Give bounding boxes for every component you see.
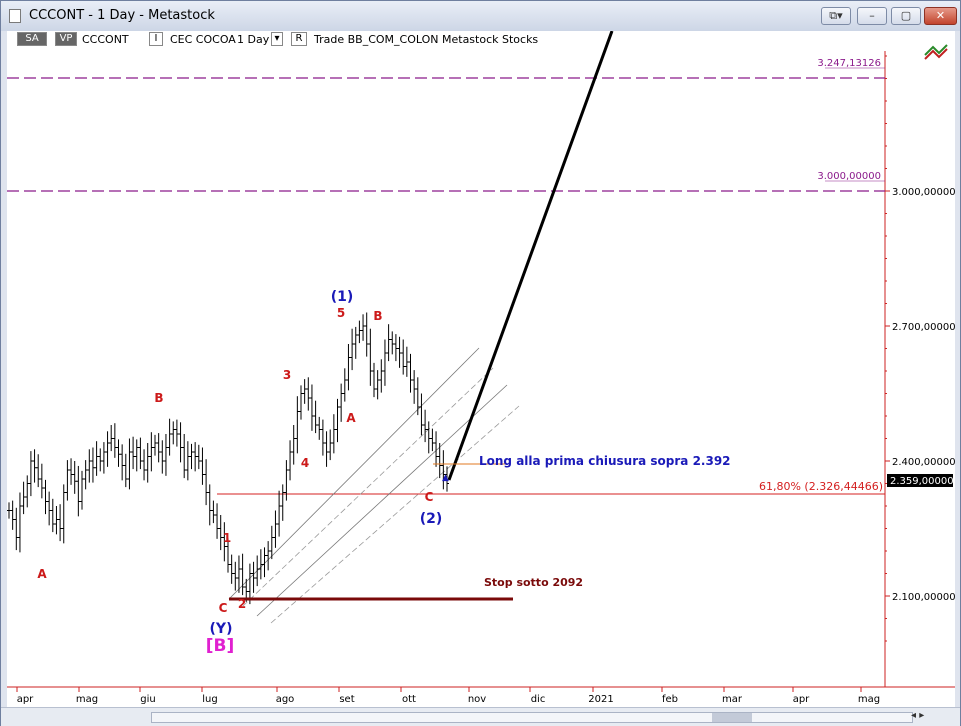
- wave-count-label: C: [425, 490, 434, 504]
- chart-toolbar: SA VP CCCONT I CEC COCOA 1 Day ▾ R Trade…: [7, 31, 955, 51]
- indicator-icon: [924, 44, 948, 56]
- wave-count-label: A: [346, 411, 356, 425]
- wave-count-label: 5: [337, 306, 345, 320]
- y-axis-label: 2.100,00000: [892, 592, 955, 603]
- window-title: CCCONT - 1 Day - Metastock: [29, 8, 215, 23]
- channel-line: [270, 405, 520, 624]
- stop-annotation: Stop sotto 2092: [484, 576, 583, 589]
- security-name: CEC COCOA: [170, 33, 236, 46]
- price-box: [887, 474, 953, 487]
- x-axis-label: mag: [76, 694, 98, 705]
- x-axis-label: mar: [722, 694, 743, 705]
- sa-button[interactable]: SA: [17, 32, 47, 46]
- title-bar[interactable]: CCCONT - 1 Day - Metastock ⧉▾ – ▢ ✕: [1, 1, 960, 31]
- wave-count-label: 2: [238, 597, 246, 611]
- wave-count-label: 1: [223, 531, 231, 545]
- price-box-label: 2.359,00000: [890, 476, 954, 487]
- period-label[interactable]: 1 Day: [237, 33, 270, 46]
- wave-2-label: (2): [420, 511, 443, 527]
- horizontal-scrollbar[interactable]: [151, 712, 913, 723]
- fib-level-label: 3.000,00000: [817, 171, 881, 182]
- wave-y-label: (Y): [210, 621, 233, 637]
- chart-area[interactable]: 3.000,00000 2.700,00000 2.400,00000 2.100,0…: [7, 31, 955, 707]
- wave-count-label: A: [37, 567, 47, 581]
- wave-count-label: B: [373, 309, 382, 323]
- y-axis-label: 2.700,00000: [892, 322, 955, 333]
- wave-count-label: B: [154, 391, 163, 405]
- wave-1-label: (1): [331, 289, 354, 305]
- i-dropdown[interactable]: I: [149, 32, 163, 46]
- x-axis-label: mag: [858, 694, 880, 705]
- wave-b-box-label: [B]: [206, 636, 235, 656]
- close-button[interactable]: ✕: [924, 7, 957, 25]
- x-axis-label: feb: [662, 694, 678, 705]
- fib-618-label: 61,80% (2.326,44466): [759, 480, 883, 493]
- status-bar: ◂ ▸: [1, 707, 960, 726]
- buy-arrow-icon: ▲: [442, 473, 449, 483]
- minimize-button[interactable]: –: [857, 7, 887, 25]
- indicator-icon: [924, 48, 948, 60]
- wave-count-label: 3: [283, 368, 291, 382]
- x-axis-label: apr: [17, 694, 34, 705]
- y-axis-label: 2.400,00000: [892, 457, 955, 468]
- scroll-arrows-icon[interactable]: ◂ ▸: [911, 710, 925, 721]
- channel-line: [242, 367, 494, 607]
- x-axis-label: apr: [793, 694, 810, 705]
- long-entry-annotation: Long alla prima chiusura sopra 2.392: [479, 454, 731, 468]
- x-axis-label: ott: [402, 694, 416, 705]
- x-axis-label: lug: [202, 694, 217, 705]
- channel-line: [228, 347, 480, 600]
- price-chart[interactable]: 3.000,00000 2.700,00000 2.400,00000 2.100,0…: [7, 31, 955, 707]
- chart-window-icon: [9, 9, 21, 23]
- fib-level-label: 3.247,13126: [817, 58, 881, 69]
- x-axis-label: dic: [531, 694, 546, 705]
- wave-count-label: C: [219, 601, 228, 615]
- vp-button[interactable]: VP: [55, 32, 77, 46]
- wave-count-label: 4: [301, 456, 309, 470]
- x-axis-label: set: [339, 694, 354, 705]
- y-axis-label: 3.000,00000: [892, 187, 955, 198]
- x-axis-label: ago: [276, 694, 295, 705]
- maximize-button[interactable]: ▢: [891, 7, 921, 25]
- scrollbar-thumb[interactable]: [712, 713, 752, 722]
- symbol-label[interactable]: CCCONT: [82, 33, 129, 46]
- x-axis-label: nov: [468, 694, 486, 705]
- channel-line: [256, 384, 508, 617]
- toolbar-info: Trade BB_COM_COLON Metastock Stocks: [314, 33, 539, 46]
- projection-line: [447, 31, 614, 481]
- r-dropdown[interactable]: R: [291, 32, 307, 46]
- restore-menu-button[interactable]: ⧉▾: [821, 7, 851, 25]
- period-dropdown[interactable]: ▾: [271, 32, 283, 46]
- x-axis-label: giu: [140, 694, 155, 705]
- x-axis-label: 2021: [588, 694, 613, 705]
